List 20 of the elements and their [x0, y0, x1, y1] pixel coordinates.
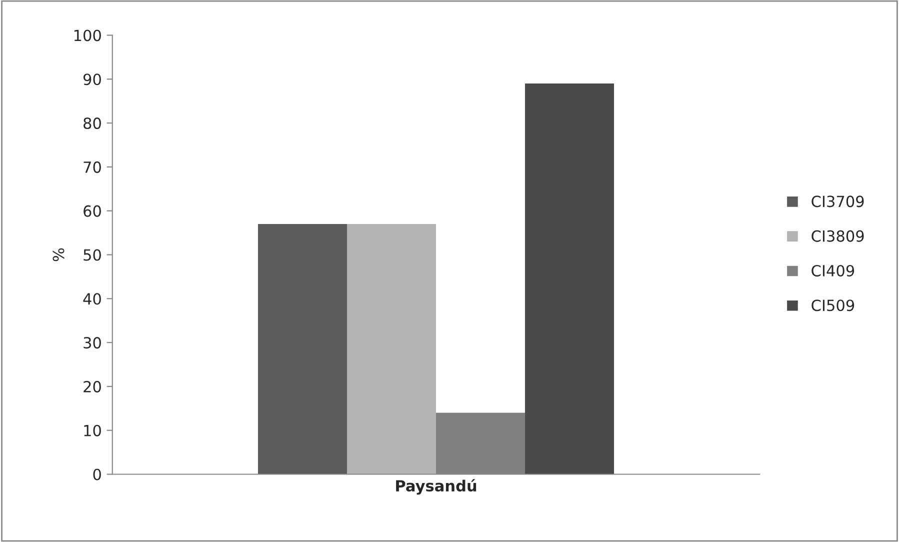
bar	[258, 224, 348, 474]
y-axis-title: %	[52, 248, 64, 262]
x-tick-label: Paysandú	[396, 479, 476, 495]
legend-label: CI509	[812, 300, 854, 312]
bar	[525, 84, 614, 474]
y-tick-label: 50	[84, 249, 101, 261]
y-tick-label: 0	[93, 468, 101, 480]
y-tick-label: 30	[84, 337, 101, 349]
y-tick-label: 20	[84, 380, 101, 392]
y-tick-label: 60	[84, 205, 101, 217]
legend-label: CI409	[812, 264, 854, 276]
y-tick-label: 100	[74, 30, 101, 42]
y-tick-label: 10	[84, 424, 101, 436]
legend-label: CI3709	[812, 196, 864, 208]
y-tick-label: 70	[84, 161, 101, 173]
y-tick-label: 80	[84, 118, 101, 130]
y-tick-label: 90	[83, 74, 101, 86]
y-tick-label: 40	[83, 293, 101, 305]
legend-label: CI3809	[812, 230, 864, 242]
bar	[347, 224, 436, 474]
